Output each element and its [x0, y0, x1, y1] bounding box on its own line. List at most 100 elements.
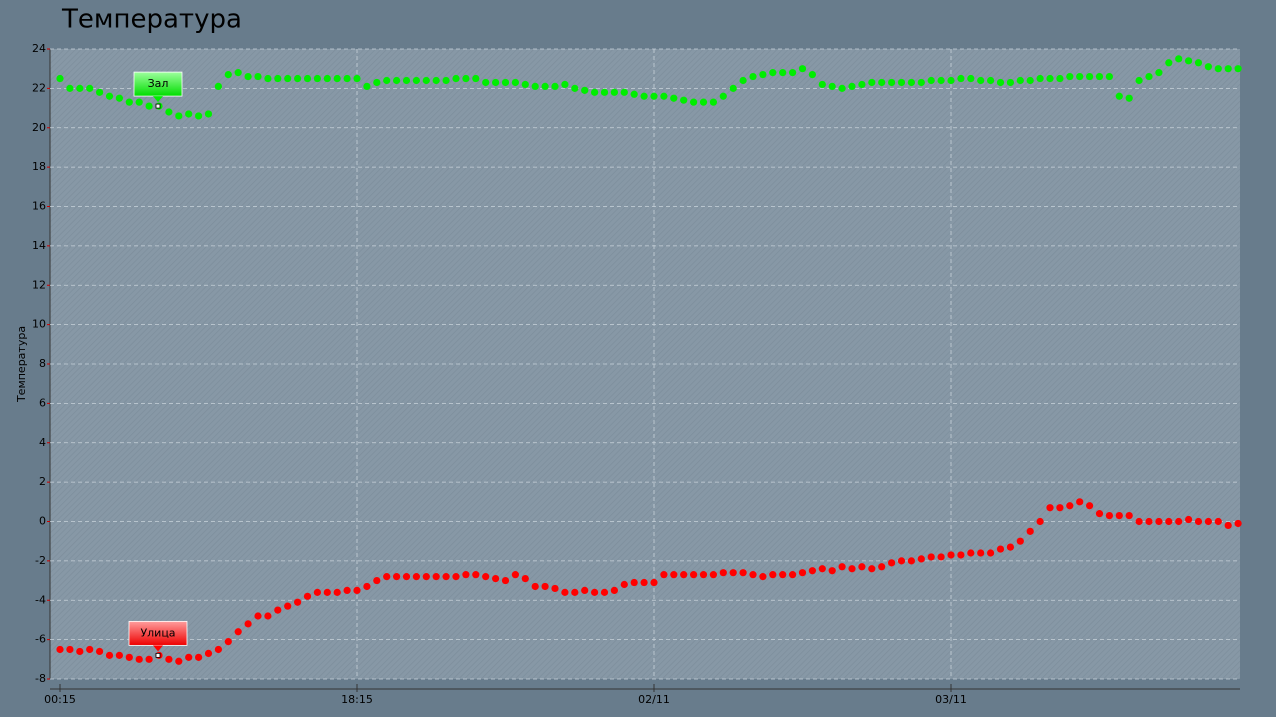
point	[452, 74, 460, 83]
point	[175, 657, 183, 665]
point	[462, 571, 470, 579]
point	[402, 76, 411, 85]
point	[1105, 511, 1113, 520]
point	[313, 74, 321, 83]
point	[66, 645, 74, 654]
point	[521, 80, 529, 89]
point	[521, 574, 529, 583]
point	[967, 549, 975, 557]
point	[1066, 502, 1074, 510]
point	[868, 78, 876, 87]
point	[848, 82, 856, 91]
point	[1194, 517, 1203, 526]
point	[749, 571, 757, 579]
point	[56, 645, 64, 654]
point	[907, 557, 916, 565]
point	[472, 74, 480, 83]
point	[838, 84, 846, 92]
point	[838, 563, 846, 571]
point	[977, 76, 985, 85]
flag-anchor	[155, 652, 161, 658]
point	[789, 69, 797, 77]
point	[878, 78, 886, 87]
y-tick-label: 16	[32, 200, 46, 213]
point	[145, 102, 153, 110]
y-tick-label: 14	[32, 239, 46, 252]
point	[363, 82, 371, 91]
y-tick-label: 22	[32, 81, 46, 94]
point	[808, 567, 817, 575]
point	[353, 586, 361, 595]
point	[204, 110, 213, 118]
point	[195, 112, 203, 120]
point	[274, 74, 282, 83]
point	[858, 80, 866, 89]
point	[769, 69, 777, 77]
point	[670, 571, 678, 579]
point	[709, 571, 718, 579]
point	[591, 88, 599, 96]
point	[571, 84, 579, 92]
point	[254, 72, 262, 81]
point	[808, 70, 817, 79]
y-tick-label: 24	[32, 42, 46, 55]
point	[234, 69, 242, 77]
point	[1214, 517, 1222, 526]
point	[996, 78, 1005, 87]
point	[957, 74, 965, 83]
point	[373, 576, 381, 585]
point	[1214, 65, 1222, 73]
point	[1185, 57, 1193, 65]
point	[1026, 527, 1034, 535]
point	[1155, 517, 1163, 526]
point	[1105, 72, 1113, 81]
point	[175, 112, 183, 120]
point	[1234, 65, 1242, 73]
point	[1125, 94, 1133, 102]
point	[630, 578, 638, 587]
y-tick-label: 0	[39, 515, 46, 528]
point	[541, 82, 549, 91]
point	[818, 565, 826, 573]
point	[818, 80, 826, 89]
x-tick-label: 00:15	[44, 693, 76, 706]
point	[749, 72, 757, 81]
point	[680, 571, 688, 579]
point	[224, 637, 232, 646]
point	[105, 651, 114, 659]
point	[947, 551, 955, 559]
point	[1036, 517, 1044, 526]
y-tick-label: -2	[35, 554, 46, 567]
point	[1234, 519, 1242, 528]
point	[105, 92, 114, 100]
point	[907, 78, 916, 87]
point	[897, 78, 906, 87]
y-axis-label: Температура	[15, 326, 28, 403]
point	[699, 98, 708, 106]
point	[888, 559, 896, 567]
point	[214, 645, 222, 654]
point	[630, 90, 638, 98]
point	[1175, 55, 1183, 63]
point	[56, 74, 64, 83]
point	[353, 74, 361, 83]
point	[1086, 502, 1094, 510]
point	[254, 612, 262, 620]
point	[779, 571, 787, 579]
point	[204, 649, 213, 658]
point	[1194, 59, 1203, 67]
point	[987, 549, 995, 557]
point	[719, 92, 727, 100]
point	[135, 655, 143, 663]
point	[492, 78, 500, 87]
point	[1145, 517, 1153, 526]
point	[739, 569, 747, 577]
point	[1224, 521, 1232, 530]
point	[561, 80, 569, 89]
point	[363, 582, 371, 591]
point	[294, 598, 302, 606]
point	[393, 573, 401, 581]
y-tick-label: -6	[35, 633, 46, 646]
point	[125, 653, 133, 661]
